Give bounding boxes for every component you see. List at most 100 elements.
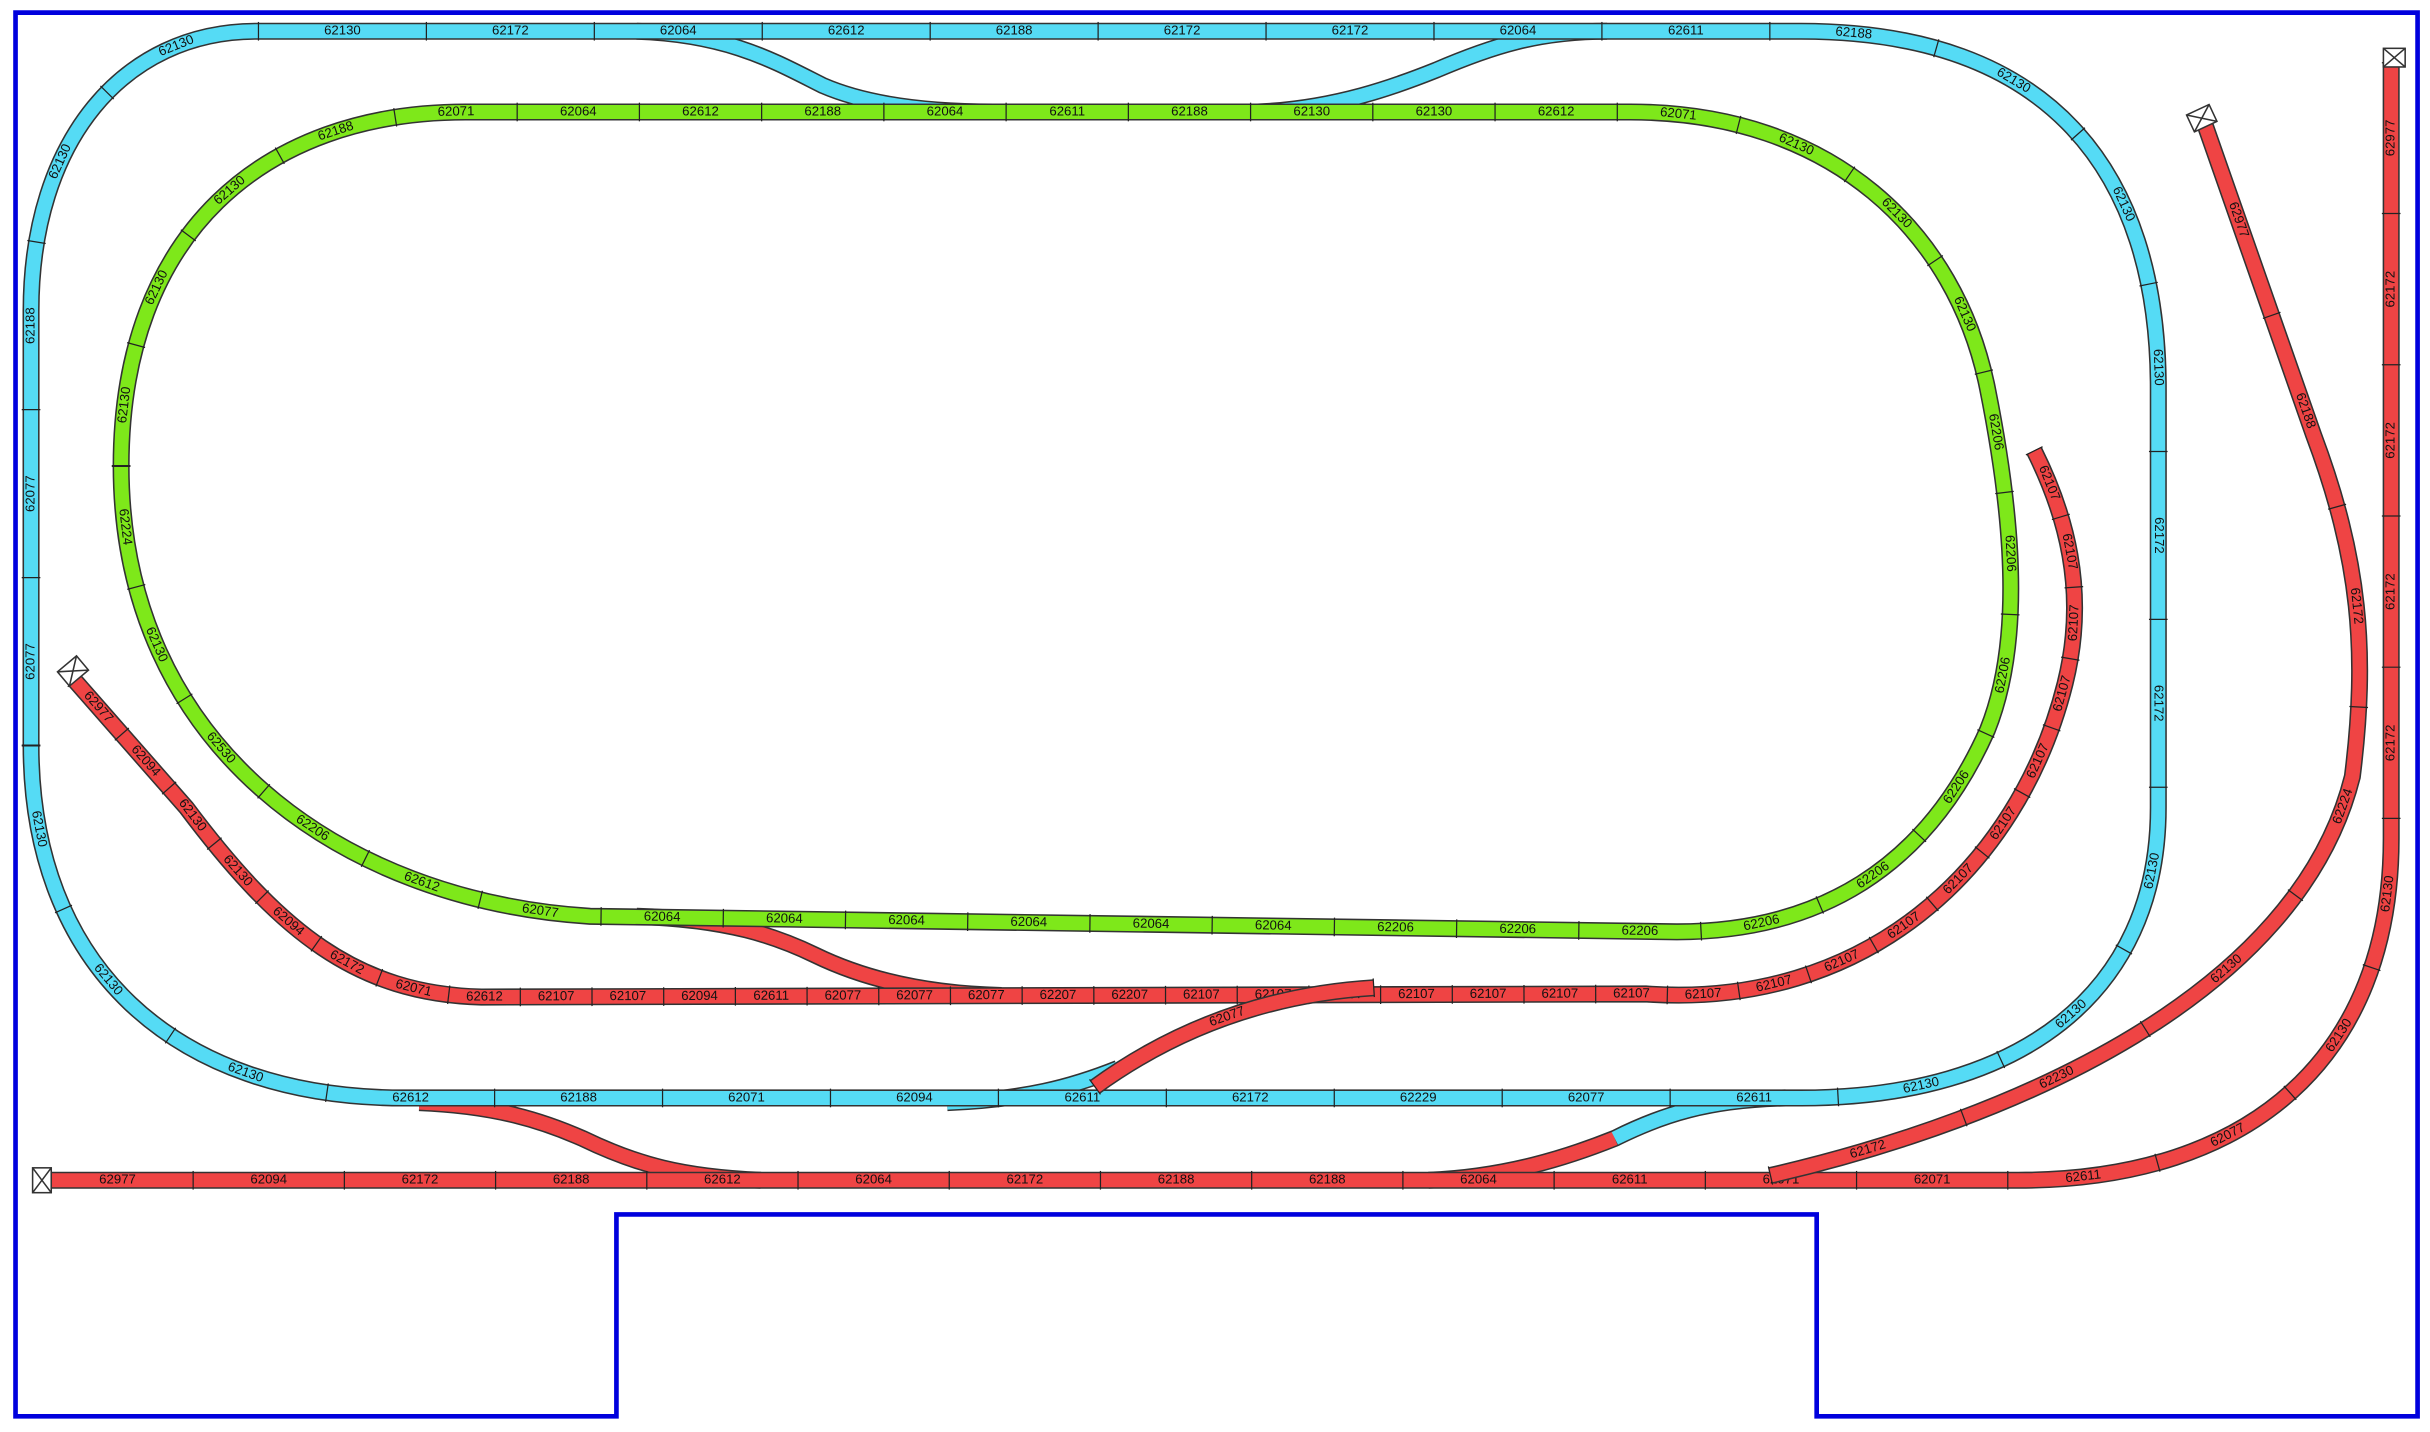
track-label: 62064 [927, 103, 964, 118]
section-joint [1089, 1078, 1101, 1095]
track-label: 62612 [704, 1172, 741, 1187]
track-label: 62077 [1568, 1089, 1605, 1104]
section-joint [1974, 369, 1994, 375]
track-label: 62172 [2383, 573, 2398, 610]
track-label: 62071 [728, 1089, 765, 1104]
section-joint [180, 229, 197, 242]
section-joint [2025, 446, 2043, 456]
track-label: 62188 [804, 103, 841, 118]
track-label: 62130 [114, 386, 133, 424]
section-joint [2051, 513, 2070, 521]
section-joint [2139, 281, 2158, 287]
track-label: 62611 [1668, 23, 1704, 38]
section-joint [2349, 705, 2369, 709]
section-joint [1933, 39, 1940, 58]
track-label: 62612 [828, 23, 865, 38]
section-joint [2154, 1153, 2161, 1172]
buffer-stop [2185, 103, 2218, 133]
section-joint [254, 890, 270, 905]
track-label: 62107 [1398, 986, 1435, 1001]
section-joint [206, 837, 222, 850]
track-label: 62172 [1332, 23, 1369, 38]
track-bed [41, 62, 2399, 1188]
track-label: 62094 [896, 1089, 933, 1104]
section-joint [1995, 490, 2014, 495]
section-joint [1977, 729, 1995, 739]
section-joint [2000, 613, 2020, 616]
track-label: 62107 [1183, 987, 1220, 1002]
track-label: 62612 [682, 103, 719, 118]
track-label: 62071 [438, 103, 475, 119]
track-label: 62064 [560, 103, 597, 118]
section-joint [1735, 115, 1742, 135]
track-label: 62188 [560, 1089, 597, 1104]
track: 62977 62094 62172 62188 62612 62064 62172 62188… [41, 62, 2401, 1190]
section-joint [1836, 1087, 1840, 1107]
section-joint [2060, 656, 2080, 661]
track-label: 62172 [1007, 1172, 1044, 1187]
track-label: 62107 [1470, 986, 1507, 1001]
track-label: 62611 [1612, 1172, 1648, 1187]
track-label: 62188 [1309, 1172, 1346, 1187]
section-joint [1815, 896, 1825, 914]
track-label: 62077 [968, 987, 1005, 1002]
track-label: 62064 [888, 912, 925, 928]
track-label: 62612 [1538, 103, 1575, 118]
section-joint [54, 904, 73, 914]
track-label: 62064 [1010, 914, 1047, 930]
track-label: 62107 [2065, 604, 2082, 641]
track-bed [24, 24, 2166, 1105]
section-joint [1372, 978, 1375, 998]
track-label: 62977 [99, 1172, 136, 1187]
section-joint [1736, 981, 1741, 1001]
section-joint [1699, 921, 1703, 941]
track-label: 62077 [825, 987, 862, 1002]
section-joint [164, 1027, 177, 1044]
section-joint [1804, 965, 1813, 984]
track-label: 62107 [538, 988, 575, 1003]
section-joint [447, 985, 451, 1005]
section-joint [375, 968, 384, 987]
section-joint [100, 85, 115, 100]
section-joint [1996, 1050, 2006, 1069]
track-label: 62224 [116, 508, 135, 546]
track-label: 62206 [2002, 535, 2019, 572]
section-joint [477, 890, 483, 909]
track-label: 62064 [660, 23, 697, 38]
track-label: 62107 [1684, 985, 1721, 1002]
track-label: 62206 [1742, 911, 1781, 933]
track-label: 62172 [492, 23, 529, 38]
track-label: 62206 [1377, 919, 1414, 935]
section-joint [2115, 944, 2133, 955]
section-joint [274, 147, 285, 165]
section-joint [1974, 846, 1990, 859]
track-bed [1090, 980, 1375, 1093]
track-label: 62207 [1111, 987, 1148, 1002]
track-label: 62172 [2152, 517, 2167, 554]
track-label: 62206 [1991, 656, 2013, 695]
buffer-stop [2382, 47, 2406, 68]
section-joint [393, 108, 398, 127]
section-joint [2139, 1020, 2151, 1038]
section-joint [1868, 936, 1879, 954]
buffer-stop [31, 1167, 53, 1194]
section-joint [324, 1083, 329, 1102]
track-label: 62107 [609, 988, 646, 1003]
track-bed [114, 105, 2018, 939]
track-label: 62064 [1500, 23, 1537, 38]
section-joint [360, 849, 371, 868]
section-joint [2013, 787, 2031, 799]
track: 62077 62077 62188 62130 62130 62130 62172 62064… [21, 21, 2168, 1108]
track-label: 62130 [2140, 851, 2162, 890]
buffer-stops [31, 47, 2406, 1194]
track-label: 62172 [2383, 271, 2398, 308]
track-label: 62172 [2348, 587, 2367, 625]
track-label: 62077 [23, 643, 38, 680]
section-joint [257, 783, 271, 799]
track-label: 62130 [29, 809, 51, 848]
track-label: 62077 [521, 900, 559, 920]
track-label: 62130 [1416, 103, 1453, 118]
